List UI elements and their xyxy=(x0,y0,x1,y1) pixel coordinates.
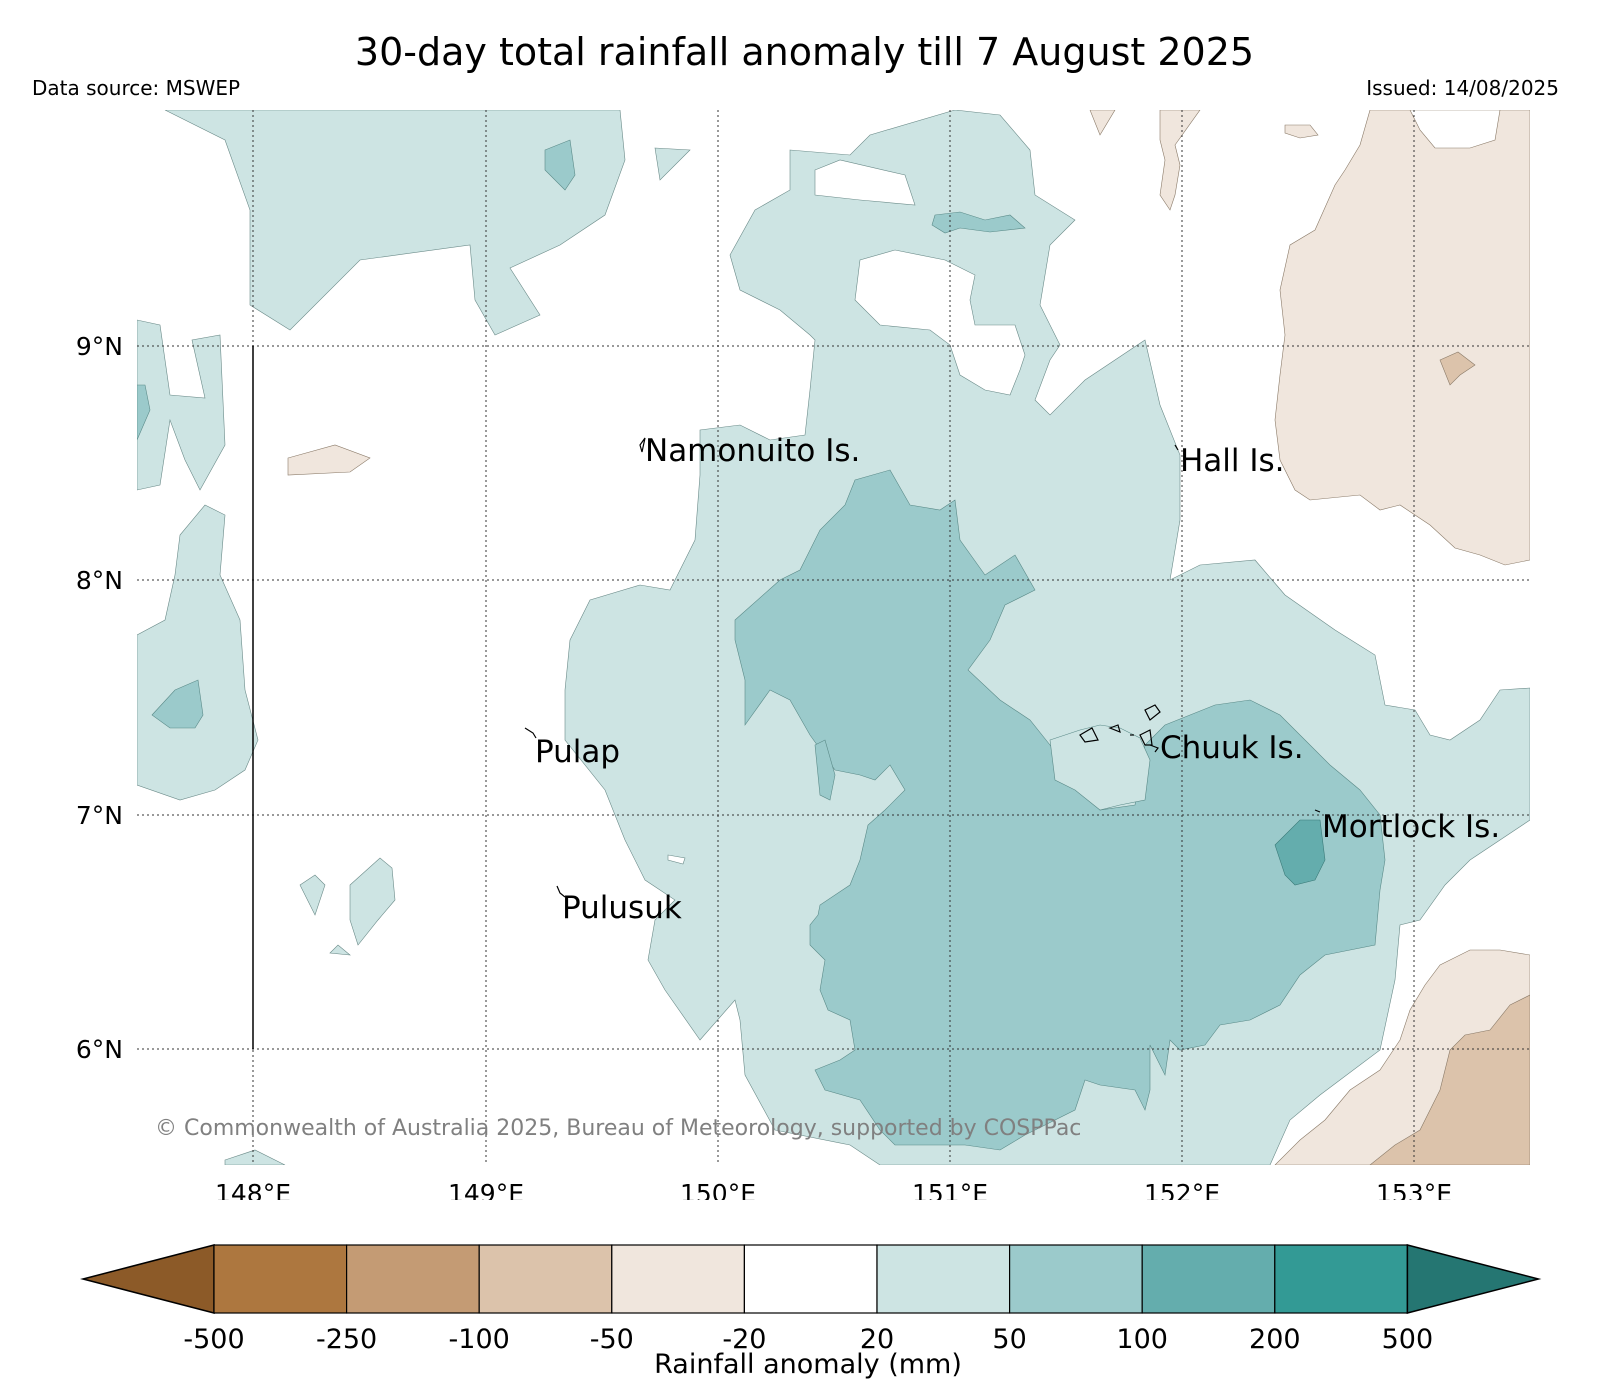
anomaly-neg20-neg50-region xyxy=(1089,110,1116,136)
colorbar-swatch xyxy=(1008,1244,1143,1314)
anomaly-50-100-region xyxy=(544,139,576,191)
lat-tick-label: 7°N xyxy=(76,801,123,830)
anomaly-50-100-region xyxy=(734,469,1386,1151)
colorbar-label: Rainfall anomaly (mm) xyxy=(654,1349,962,1380)
colorbar-extend-high xyxy=(1406,1244,1542,1314)
colorbar-tick-label: 50 xyxy=(992,1324,1026,1355)
colorbar-tick-label: 20 xyxy=(860,1324,894,1355)
colorbar-tick-label: -250 xyxy=(316,1324,377,1355)
anomaly-neg20-neg50-region xyxy=(1274,110,1530,566)
place-label-pulusuk: Pulusuk xyxy=(562,890,682,926)
graticule xyxy=(137,110,1530,1165)
data-source: Data source: MSWEP xyxy=(32,76,241,100)
anomaly-20-50-region xyxy=(329,944,351,956)
rainfall-anomaly-map: Namonuito Is. Hall Is. Pulap Chuuk Is. M… xyxy=(76,110,1530,1200)
colorbar-swatch xyxy=(1274,1244,1409,1314)
anomaly-neg50-neg100-region xyxy=(1369,994,1530,1165)
map-title: 30-day total rainfall anomaly till 7 Aug… xyxy=(354,30,1255,74)
colorbar-swatch xyxy=(1141,1244,1276,1314)
colorbar-tick-label: -20 xyxy=(722,1324,766,1355)
colorbar-extend-low xyxy=(80,1244,215,1314)
anomaly-50-100-region xyxy=(151,679,204,729)
anomaly-20-50-region xyxy=(299,874,326,916)
anomaly-20-50-region xyxy=(164,110,626,336)
lon-tick-label: 150°E xyxy=(680,1179,756,1200)
colorbar-tick-label: 100 xyxy=(1116,1324,1168,1355)
anomaly-50-100-region xyxy=(931,211,1026,234)
anomaly-20-50-region xyxy=(224,1149,286,1165)
lon-tick-label: 152°E xyxy=(1144,1179,1220,1200)
colorbar-swatch xyxy=(876,1244,1011,1314)
place-label-hall: Hall Is. xyxy=(1180,443,1285,479)
lon-tick-label: 153°E xyxy=(1376,1179,1452,1200)
anomaly-neg50-neg100-region xyxy=(1439,351,1476,386)
colorbar-ticks: -500 -250 -100 -50 -20 20 50 100 200 500 xyxy=(183,1324,1433,1355)
place-label-mortlock: Mortlock Is. xyxy=(1322,809,1500,845)
lat-tick-label: 8°N xyxy=(76,566,123,595)
place-label-pulap: Pulap xyxy=(535,734,620,770)
copyright-notice: © Commonwealth of Australia 2025, Bureau… xyxy=(155,1116,1081,1141)
colorbar-swatches xyxy=(80,1244,1542,1314)
colorbar-tick-label: -500 xyxy=(183,1324,244,1355)
lon-tick-label: 148°E xyxy=(215,1179,291,1200)
lat-tick-label: 6°N xyxy=(76,1035,123,1064)
colorbar-swatch xyxy=(611,1244,745,1314)
anomaly-neutral-hole xyxy=(667,854,686,865)
anomaly-50-100-region xyxy=(137,384,151,441)
island-outlines xyxy=(524,437,1321,898)
colorbar-tick-label: -50 xyxy=(590,1324,634,1355)
colorbar-tick-label: 500 xyxy=(1382,1324,1434,1355)
anomaly-20-50-hole xyxy=(1409,110,1501,149)
anomaly-50-100-region xyxy=(814,739,836,801)
contour-fills xyxy=(137,110,1530,1165)
anomaly-neg20-neg50-region xyxy=(287,444,371,476)
anomaly-20-50-region xyxy=(349,857,396,946)
anomaly-20-50-hole xyxy=(1049,724,1151,811)
lon-tick-label: 149°E xyxy=(448,1179,524,1200)
colorbar-tick-label: 200 xyxy=(1249,1324,1301,1355)
colorbar-swatch xyxy=(213,1244,348,1314)
colorbar-swatch xyxy=(346,1244,480,1314)
issued-date: Issued: 14/08/2025 xyxy=(1366,76,1559,100)
place-label-namonuito: Namonuito Is. xyxy=(645,433,860,469)
anomaly-neg20-neg50-region xyxy=(1284,124,1319,139)
colorbar-swatch xyxy=(478,1244,613,1314)
lon-tick-label: 151°E xyxy=(912,1179,988,1200)
lat-tick-label: 9°N xyxy=(76,332,123,361)
anomaly-20-50-region xyxy=(137,319,226,491)
anomaly-neg20-neg50-region xyxy=(1159,110,1201,211)
colorbar-tick-label: -100 xyxy=(449,1324,510,1355)
anomaly-neutral-hole xyxy=(854,249,1026,396)
anomaly-100-200-region xyxy=(1274,819,1326,886)
anomaly-20-50-region xyxy=(654,147,691,181)
colorbar-swatch xyxy=(743,1244,878,1314)
place-label-chuuk: Chuuk Is. xyxy=(1160,730,1304,766)
anomaly-neutral-hole xyxy=(814,159,916,206)
